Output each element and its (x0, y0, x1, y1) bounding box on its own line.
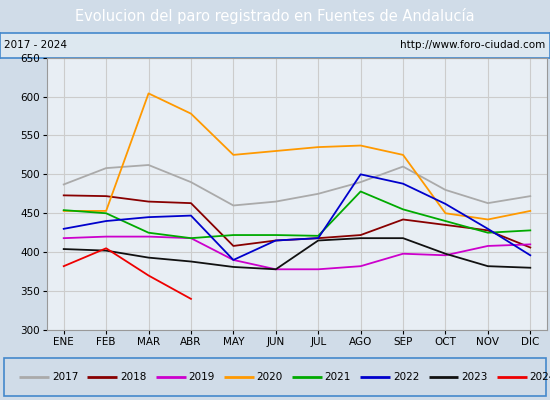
Text: 2024: 2024 (530, 372, 550, 382)
Text: 2021: 2021 (324, 372, 351, 382)
Text: 2017: 2017 (52, 372, 78, 382)
Text: Evolucion del paro registrado en Fuentes de Andalucía: Evolucion del paro registrado en Fuentes… (75, 8, 475, 24)
Text: 2020: 2020 (256, 372, 283, 382)
Text: 2017 - 2024: 2017 - 2024 (4, 40, 68, 50)
Text: 2022: 2022 (393, 372, 419, 382)
Text: http://www.foro-ciudad.com: http://www.foro-ciudad.com (400, 40, 546, 50)
Text: 2018: 2018 (120, 372, 146, 382)
Text: 2023: 2023 (461, 372, 488, 382)
Text: 2019: 2019 (188, 372, 214, 382)
